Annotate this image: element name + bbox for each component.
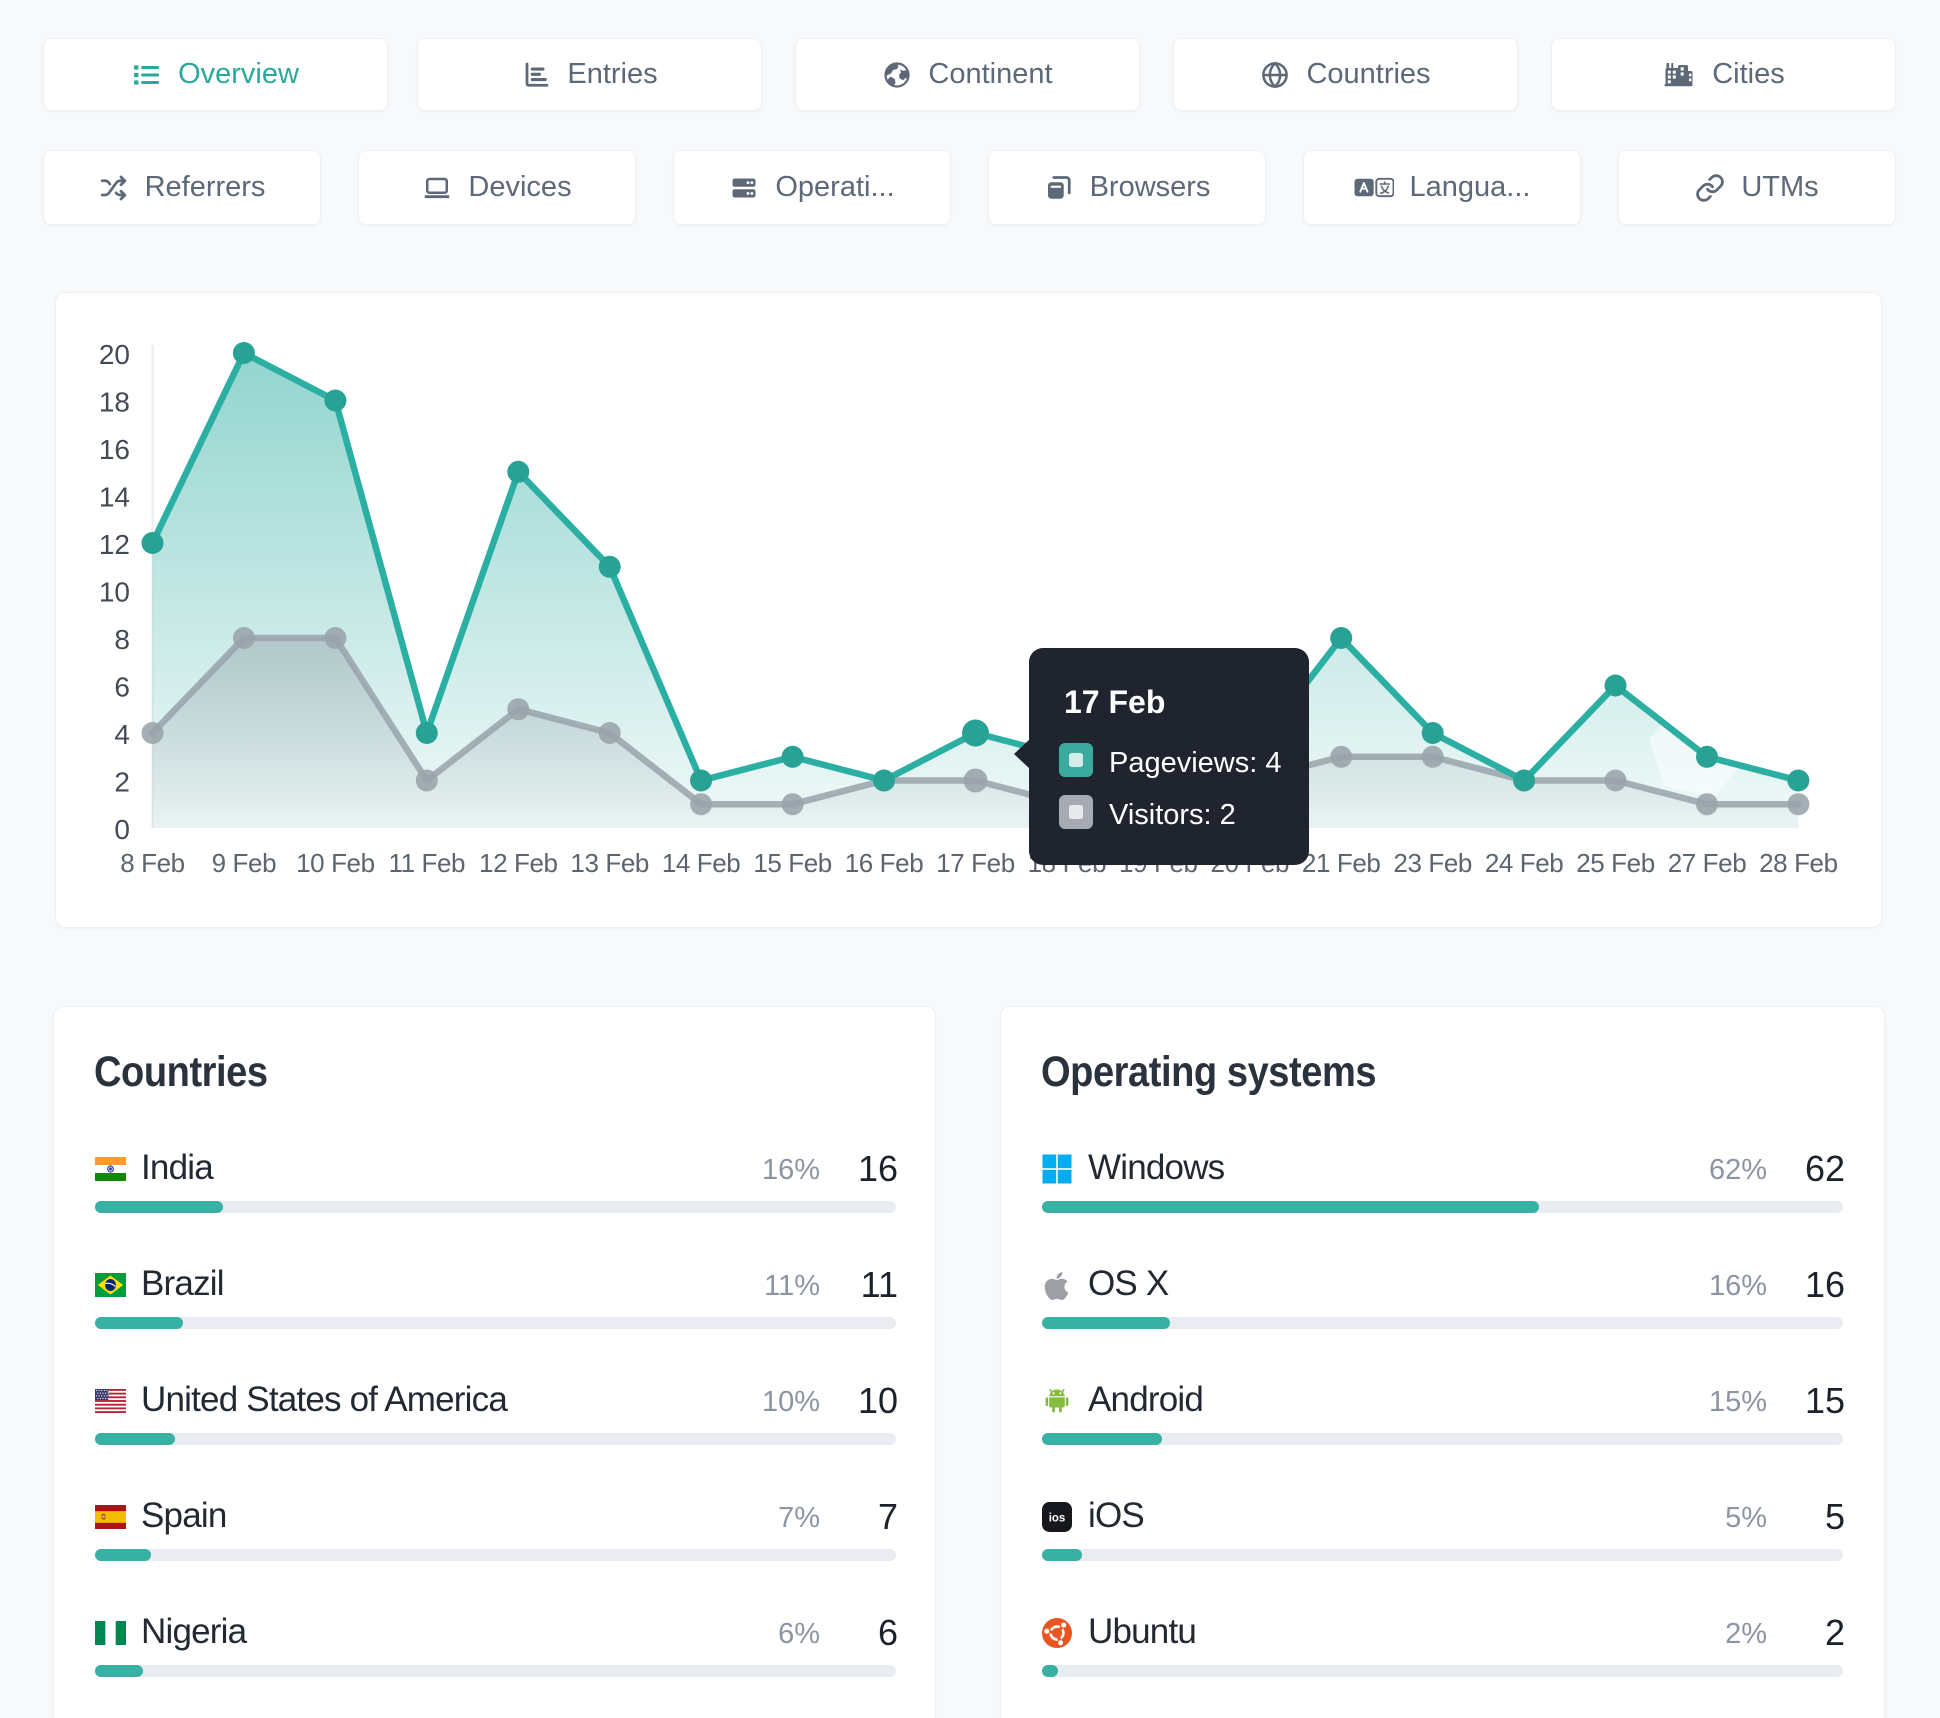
svg-text:13 Feb: 13 Feb (570, 848, 649, 878)
svg-text:10 Feb: 10 Feb (296, 848, 375, 878)
svg-text:16 Feb: 16 Feb (845, 848, 924, 878)
svg-text:18: 18 (99, 387, 130, 418)
svg-text:11 Feb: 11 Feb (388, 848, 465, 878)
svg-text:24 Feb: 24 Feb (1485, 848, 1564, 878)
svg-text:23 Feb: 23 Feb (1393, 848, 1472, 878)
svg-text:28 Feb: 28 Feb (1759, 848, 1838, 878)
svg-text:14 Feb: 14 Feb (662, 848, 741, 878)
svg-text:20: 20 (99, 339, 130, 370)
svg-text:ios: ios (1049, 1513, 1066, 1525)
svg-text:0: 0 (114, 814, 130, 845)
svg-text:2: 2 (114, 767, 130, 798)
svg-text:4: 4 (114, 719, 130, 750)
svg-text:15 Feb: 15 Feb (753, 848, 832, 878)
svg-text:16: 16 (99, 434, 130, 465)
svg-text:10: 10 (99, 577, 130, 608)
svg-text:9 Feb: 9 Feb (212, 848, 277, 878)
svg-text:8 Feb: 8 Feb (120, 848, 185, 878)
svg-text:8: 8 (114, 624, 130, 655)
svg-text:14: 14 (99, 482, 130, 513)
svg-text:12: 12 (99, 529, 130, 560)
svg-text:25 Feb: 25 Feb (1576, 848, 1655, 878)
svg-text:21 Feb: 21 Feb (1302, 848, 1381, 878)
svg-text:6: 6 (114, 672, 130, 703)
svg-text:12 Feb: 12 Feb (479, 848, 558, 878)
svg-text:17 Feb: 17 Feb (936, 848, 1015, 878)
svg-text:27 Feb: 27 Feb (1668, 848, 1747, 878)
